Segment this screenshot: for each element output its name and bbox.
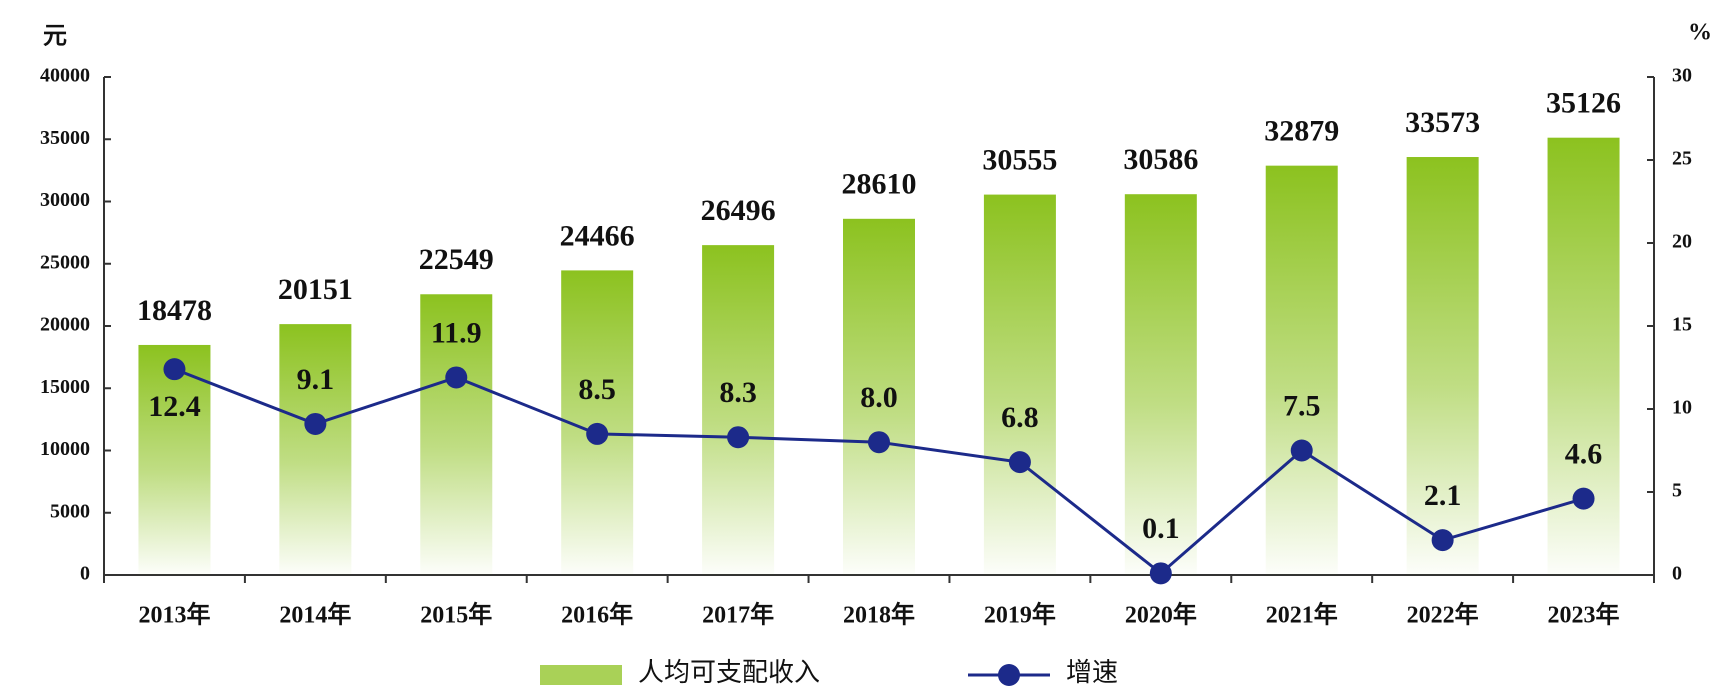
line-marker	[1149, 562, 1172, 585]
line-value-label: 8.5	[578, 373, 616, 406]
line-marker	[868, 431, 890, 454]
bar-value-label: 20151	[278, 273, 353, 306]
x-tick-label: 2016年	[561, 601, 633, 629]
x-tick-label: 2014年	[279, 601, 351, 629]
y2-tick-label: 10	[1672, 397, 1692, 419]
y2-tick-label: 5	[1672, 480, 1682, 502]
bar-value-label: 33573	[1405, 106, 1480, 139]
line-value-label: 4.6	[1565, 438, 1603, 471]
x-tick-label: 2015年	[420, 601, 492, 629]
legend-label: 增速	[1066, 658, 1118, 687]
y2-tick-label: 25	[1672, 148, 1692, 170]
bar-value-label: 22549	[419, 243, 494, 276]
bar	[420, 294, 493, 575]
bar	[1124, 194, 1197, 576]
x-tick-label: 2020年	[1125, 601, 1197, 629]
x-tick-label: 2023年	[1548, 601, 1620, 629]
y2-tick-label: 20	[1672, 231, 1692, 253]
y-tick-label: 15000	[40, 376, 90, 398]
y-tick-label: 35000	[40, 127, 90, 149]
line-marker	[163, 358, 186, 381]
y2-tick-label: 15	[1672, 314, 1692, 336]
x-tick-label: 2022年	[1407, 601, 1479, 629]
bar-value-label: 30555	[982, 143, 1057, 176]
y-tick-label: 30000	[40, 189, 90, 211]
y-tick-label: 40000	[40, 65, 90, 87]
line-value-label: 2.1	[1424, 479, 1462, 512]
y-axis-title: 元	[43, 24, 67, 50]
bar	[1265, 165, 1338, 576]
line-value-label: 7.5	[1283, 389, 1321, 422]
y2-axis-title: %	[1688, 20, 1712, 46]
x-tick-label: 2019年	[984, 601, 1056, 629]
x-tick-label: 2018年	[843, 601, 915, 629]
bar-value-label: 26496	[701, 194, 776, 227]
bar-value-label: 35126	[1546, 87, 1621, 120]
y-tick-label: 5000	[50, 500, 90, 522]
y-tick-label: 20000	[40, 314, 90, 336]
line-marker	[1008, 451, 1031, 474]
y-tick-label: 0	[80, 563, 90, 585]
line-marker	[1290, 439, 1313, 462]
line-value-label: 8.0	[860, 381, 898, 414]
bar	[1406, 157, 1479, 575]
line-marker	[304, 412, 327, 435]
line-marker	[1572, 487, 1595, 510]
bar-value-label: 24466	[560, 219, 635, 252]
y2-tick-label: 0	[1672, 563, 1682, 585]
line-value-label: 8.3	[719, 376, 757, 409]
bar-value-label: 32879	[1264, 115, 1339, 148]
line-marker	[445, 366, 468, 389]
y-tick-label: 25000	[40, 251, 90, 273]
line-value-label: 0.1	[1142, 512, 1180, 545]
bar-value-label: 28610	[842, 168, 917, 201]
bar	[983, 194, 1056, 575]
line-value-label: 9.1	[297, 363, 335, 396]
legend-marker	[998, 664, 1020, 686]
legend-swatch	[540, 665, 622, 685]
legend-label: 人均可支配收入	[638, 658, 820, 687]
x-tick-label: 2013年	[138, 601, 210, 629]
line-marker	[727, 426, 750, 449]
bar	[138, 344, 211, 575]
line-value-label: 12.4	[148, 390, 201, 423]
bar-value-label: 18478	[137, 294, 212, 327]
bar	[843, 218, 915, 576]
x-tick-label: 2021年	[1266, 601, 1338, 629]
x-tick-label: 2017年	[702, 601, 774, 629]
y2-tick-label: 30	[1672, 65, 1692, 87]
y-tick-label: 10000	[40, 438, 90, 460]
bar	[279, 324, 352, 575]
line-marker	[1431, 529, 1454, 552]
line-value-label: 6.8	[1001, 401, 1039, 434]
bar	[702, 245, 775, 575]
bar-value-label: 30586	[1123, 143, 1198, 176]
line-marker	[586, 422, 609, 445]
line-value-label: 11.9	[431, 316, 482, 349]
